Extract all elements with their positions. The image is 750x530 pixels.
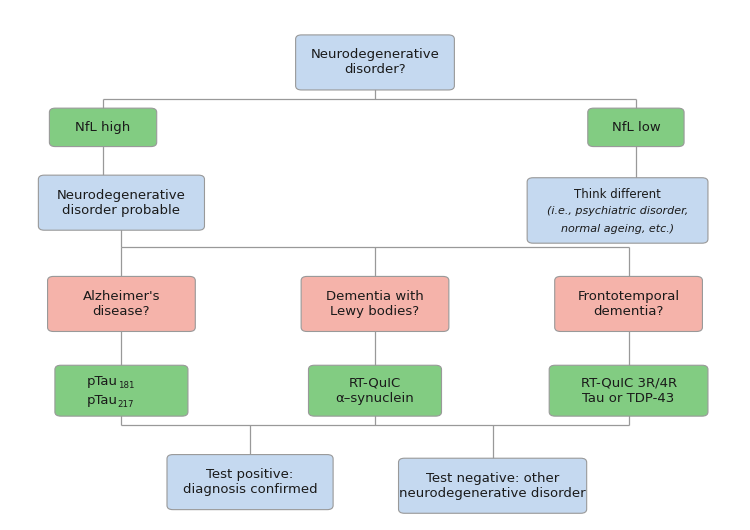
Text: Dementia with
Lewy bodies?: Dementia with Lewy bodies? bbox=[326, 290, 424, 318]
Text: 217: 217 bbox=[118, 400, 134, 409]
FancyBboxPatch shape bbox=[167, 455, 333, 510]
Text: Test negative: other
neurodegenerative disorder: Test negative: other neurodegenerative d… bbox=[399, 472, 586, 500]
FancyBboxPatch shape bbox=[527, 178, 708, 243]
Text: 181: 181 bbox=[118, 381, 134, 390]
FancyBboxPatch shape bbox=[398, 458, 586, 513]
Text: NfL high: NfL high bbox=[76, 121, 130, 134]
Text: RT-QuIC 3R/4R
Tau or TDP-43: RT-QuIC 3R/4R Tau or TDP-43 bbox=[580, 377, 676, 405]
Text: pTau: pTau bbox=[87, 394, 118, 407]
FancyBboxPatch shape bbox=[588, 108, 684, 147]
FancyBboxPatch shape bbox=[302, 277, 448, 331]
Text: Test positive:
diagnosis confirmed: Test positive: diagnosis confirmed bbox=[183, 468, 317, 496]
Text: RT-QuIC
α–synuclein: RT-QuIC α–synuclein bbox=[336, 377, 414, 405]
FancyBboxPatch shape bbox=[549, 365, 708, 416]
Text: Neurodegenerative
disorder?: Neurodegenerative disorder? bbox=[310, 48, 440, 76]
FancyBboxPatch shape bbox=[308, 365, 442, 416]
Text: pTau: pTau bbox=[87, 375, 118, 388]
FancyBboxPatch shape bbox=[38, 175, 205, 230]
Text: Alzheimer's
disease?: Alzheimer's disease? bbox=[82, 290, 160, 318]
FancyBboxPatch shape bbox=[296, 35, 454, 90]
Text: Frontotemporal
dementia?: Frontotemporal dementia? bbox=[578, 290, 680, 318]
FancyBboxPatch shape bbox=[555, 277, 703, 331]
Text: normal ageing, etc.): normal ageing, etc.) bbox=[561, 224, 674, 234]
Text: NfL low: NfL low bbox=[611, 121, 660, 134]
Text: Neurodegenerative
disorder probable: Neurodegenerative disorder probable bbox=[57, 189, 186, 217]
Text: (i.e., psychiatric disorder,: (i.e., psychiatric disorder, bbox=[547, 206, 688, 216]
FancyBboxPatch shape bbox=[47, 277, 195, 331]
FancyBboxPatch shape bbox=[50, 108, 157, 147]
Text: Think different: Think different bbox=[574, 188, 661, 200]
FancyBboxPatch shape bbox=[55, 365, 188, 416]
